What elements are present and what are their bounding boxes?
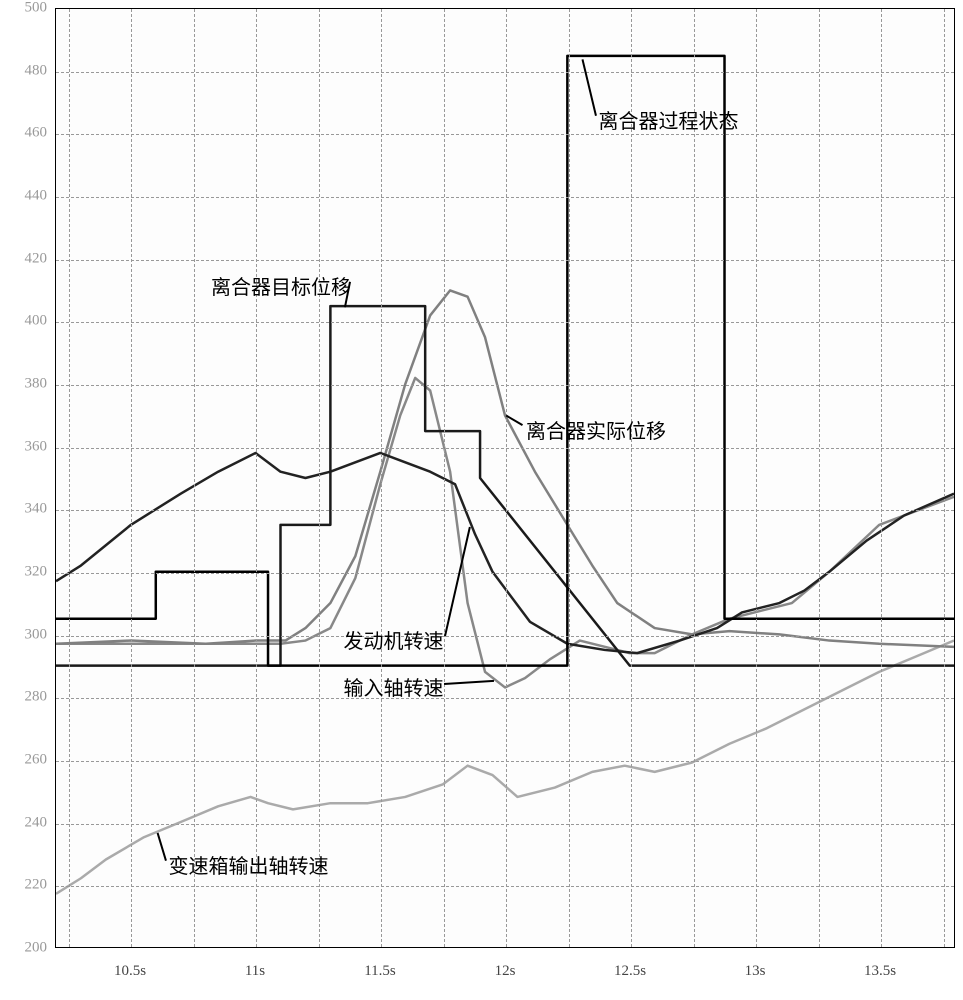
grid-line-v-minor [569,9,570,947]
y-tick-label: 220 [25,877,48,894]
y-tick-label: 460 [25,125,48,142]
grid-line-v [631,9,632,947]
y-tick-label: 340 [25,501,48,518]
annotation-leader [156,833,166,862]
annotation-leader [444,526,470,636]
annotation-clutch_target_displacement: 离合器目标位移 [211,271,351,300]
annotation-leader [506,415,523,426]
x-tick-label: 13s [745,963,766,980]
grid-line-v-minor [319,9,320,947]
y-tick-label: 420 [25,250,48,267]
y-tick-label: 440 [25,188,48,205]
x-tick-label: 12.5s [614,963,646,980]
grid-line-v-minor [194,9,195,947]
x-tick-label: 11s [245,963,265,980]
chart-container: 200 220 240 260 280 300 320 340 360 380 400 420 440 4… [0,0,963,1000]
y-tick-label: 380 [25,376,48,393]
y-tick-label: 300 [25,626,48,643]
grid-line-v-minor [694,9,695,947]
y-tick-label: 260 [25,752,48,769]
annotation-engine_speed: 发动机转速 [344,625,444,654]
y-tick-label: 320 [25,564,48,581]
grid-line-v [381,9,382,947]
grid-line-v-minor [944,9,945,947]
annotation-leader [581,59,596,116]
grid-line-v-minor [819,9,820,947]
y-tick-label: 400 [25,313,48,330]
x-tick-label: 10.5s [114,963,146,980]
grid-line-v-minor [444,9,445,947]
y-tick-label: 280 [25,689,48,706]
x-tick-label: 12s [495,963,516,980]
y-axis: 2002202402602803003203403603804004204404… [0,8,55,948]
grid-line-v [256,9,257,947]
y-tick-label: 240 [25,814,48,831]
plot-area: 离合器过程状态离合器目标位移离合器实际位移发动机转速输入轴转速变速箱输出轴转速 [55,8,955,948]
grid-line-v-minor [69,9,70,947]
x-tick-label: 13.5s [864,963,896,980]
annotation-clutch_actual_displacement: 离合器实际位移 [526,415,666,444]
grid-line-v [881,9,882,947]
y-tick-label: 360 [25,438,48,455]
y-tick-label: 200 [25,940,48,957]
annotation-output_shaft_speed: 变速箱输出轴转速 [169,850,329,879]
x-axis: 10.5s 11s 11.5s 12s 12.5s 13s 13.5s [55,948,955,1000]
annotation-clutch_process_state: 离合器过程状态 [599,105,739,134]
grid-line-v [506,9,507,947]
y-tick-label: 480 [25,62,48,79]
x-tick-label: 11.5s [364,963,396,980]
y-tick-label: 500 [25,0,48,17]
grid-line-v [756,9,757,947]
annotation-leader [444,680,494,685]
annotation-input_shaft_speed: 输入轴转速 [344,672,444,701]
grid-line-v [131,9,132,947]
